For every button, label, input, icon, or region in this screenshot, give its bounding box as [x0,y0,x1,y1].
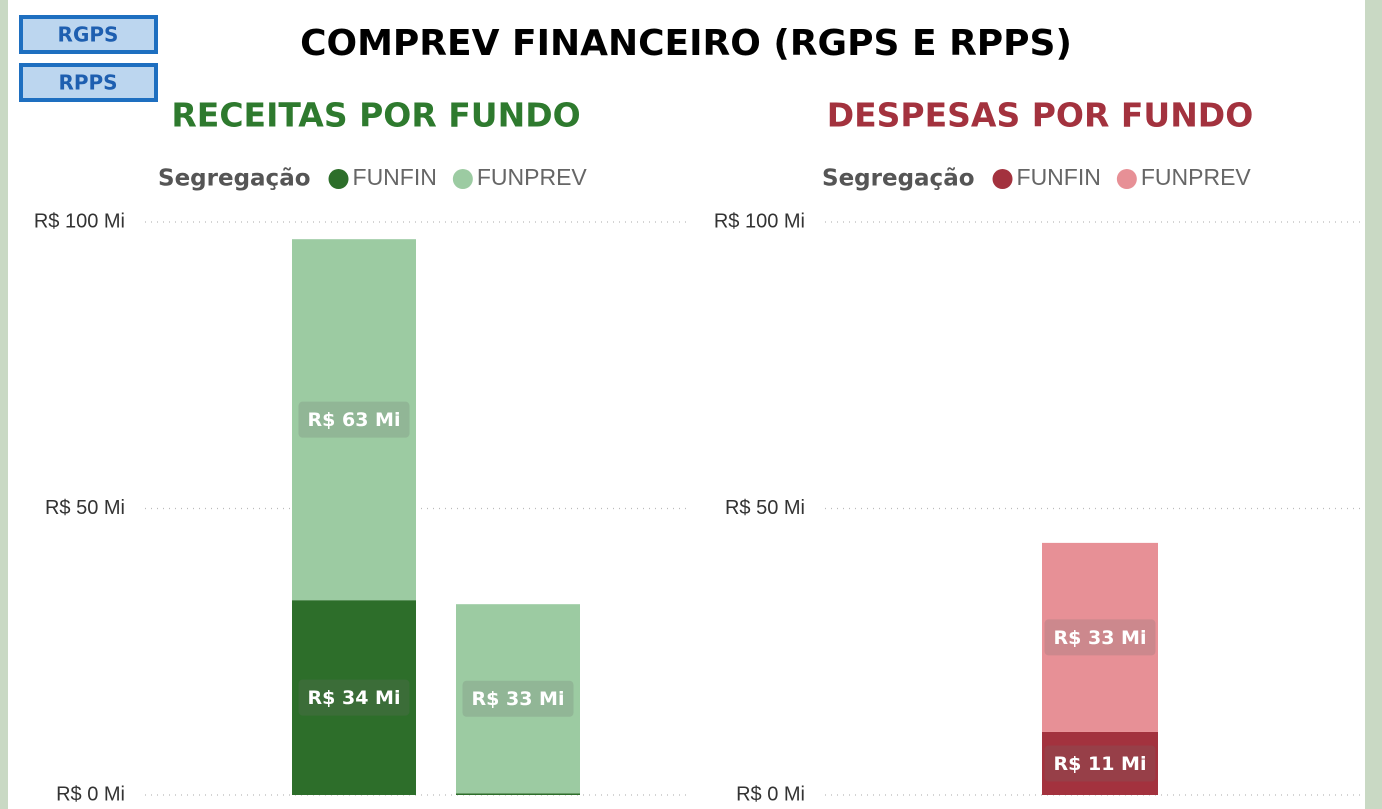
legend-swatch [328,169,349,189]
legend-label: FUNFIN [353,164,437,190]
bar-segment [1042,542,1158,732]
data-label: R$ 33 Mi [472,688,565,710]
data-label-bg [462,680,574,717]
data-label: R$ 11 Mi [1054,753,1147,775]
bar-segment [292,600,416,795]
button-label[interactable]: RPPS [58,71,117,95]
bar-segment [292,239,416,601]
y-tick-label: R$ 50 Mi [45,497,125,519]
y-tick-label: R$ 50 Mi [725,497,805,519]
legend-title: Segregação [822,166,975,192]
legend-swatch [992,169,1013,189]
button[interactable] [19,15,158,54]
y-tick-label: R$ 100 Mi [714,210,805,232]
y-tick-label: R$ 0 Mi [56,783,125,805]
legend-label: FUNPREV [1141,164,1252,190]
data-label-bg [1044,745,1156,782]
button-label[interactable]: RGPS [58,23,119,47]
legend-swatch [1116,169,1137,189]
data-label-bg [298,679,410,716]
data-label: R$ 33 Mi [1054,627,1147,649]
data-label: R$ 63 Mi [308,409,401,431]
main-title: COMPREV FINANCEIRO (RGPS E RPPS) [300,23,1072,64]
y-tick-label: R$ 100 Mi [34,210,125,232]
bar-segment [1042,731,1158,795]
chart-title: RECEITAS POR FUNDO [171,96,580,135]
button[interactable] [19,63,158,102]
data-label-bg [1044,619,1156,656]
chart-title: DESPESAS POR FUNDO [827,96,1254,135]
legend-swatch [452,169,473,189]
data-label: R$ 34 Mi [308,687,401,709]
bar-segment [456,793,580,795]
legend-label: FUNPREV [477,164,588,190]
data-label-bg [298,401,410,438]
bar-segment [456,604,580,794]
legend-title: Segregação [158,166,311,192]
y-tick-label: R$ 0 Mi [736,783,805,805]
legend-label: FUNFIN [1017,164,1101,190]
